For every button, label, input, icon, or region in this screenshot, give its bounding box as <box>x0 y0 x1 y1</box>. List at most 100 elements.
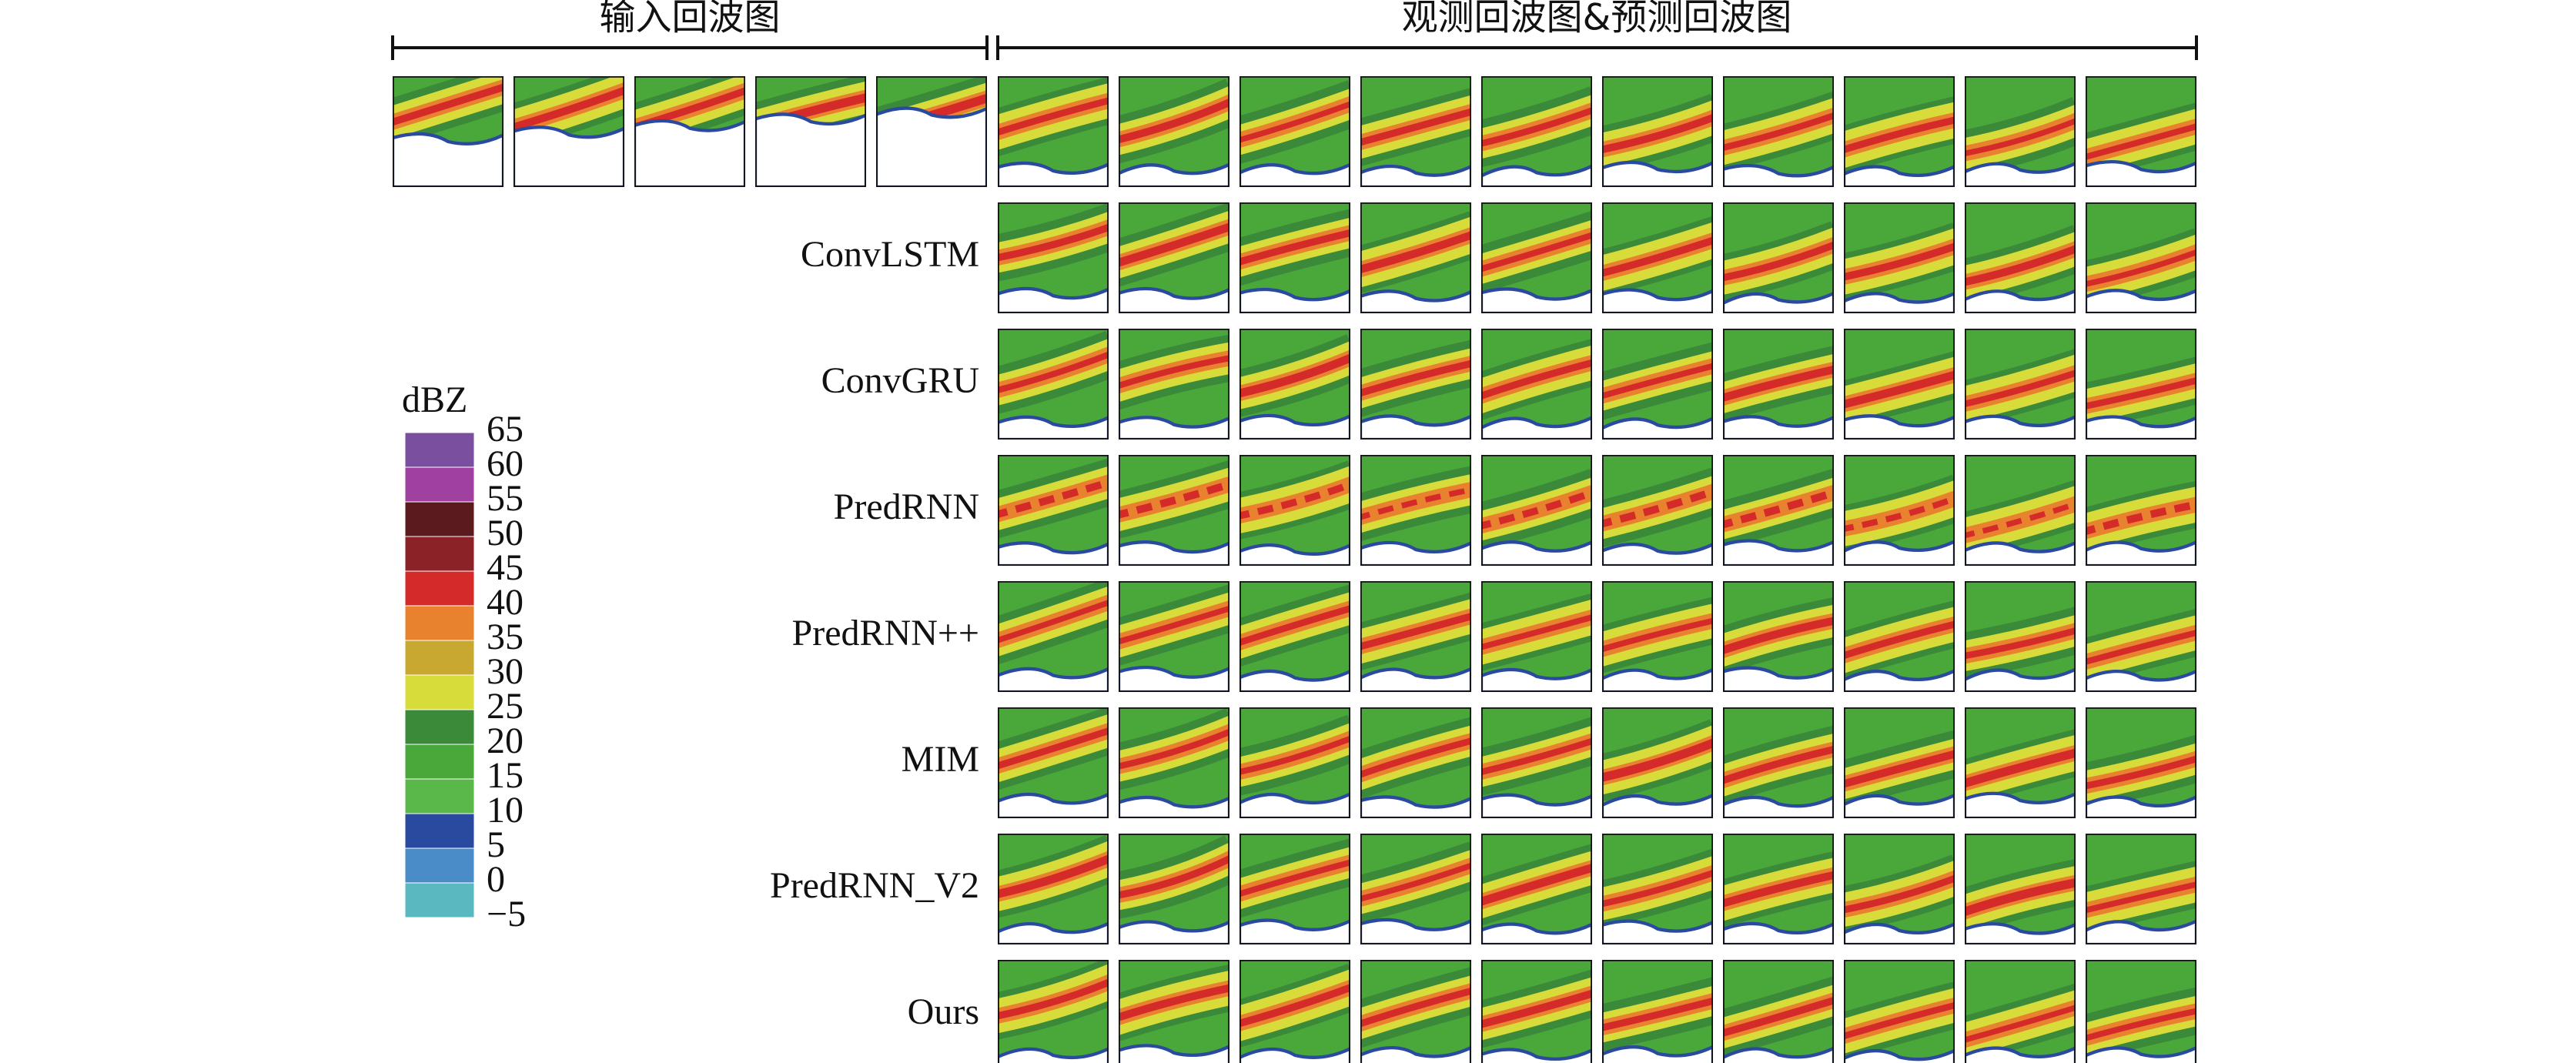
map-border <box>998 707 1109 818</box>
row-label: Ours <box>908 991 979 1032</box>
map-border <box>1965 707 2076 818</box>
radar-map <box>1844 329 1955 440</box>
echo-band <box>1360 612 1471 650</box>
radar-map <box>1602 834 1713 944</box>
echo-band <box>1239 480 1350 520</box>
echo-band <box>514 86 624 132</box>
echo-band <box>1360 737 1471 778</box>
coast <box>1844 793 1955 818</box>
radar-map <box>1723 581 1834 692</box>
map-border <box>1360 202 1471 313</box>
coast <box>1723 666 1834 692</box>
echo-band <box>1119 728 1229 770</box>
coast <box>1723 164 1834 187</box>
echo-band <box>1602 997 1713 1031</box>
radar-map <box>1119 581 1229 692</box>
radar-map <box>393 76 503 187</box>
colorbar-unit: dBZ <box>402 379 467 420</box>
colorbar-swatch <box>404 744 475 780</box>
radar-map <box>2086 707 2196 818</box>
map-border <box>755 76 866 187</box>
echo-band <box>1119 98 1229 144</box>
map-border <box>1723 834 1834 944</box>
colorbar-swatch <box>404 536 475 572</box>
map-border <box>1360 455 1471 566</box>
radar-map <box>1723 202 1834 313</box>
coast <box>1602 919 1713 944</box>
radar-map <box>1119 960 1229 1063</box>
echo-band <box>2086 881 2196 914</box>
radar-map <box>1239 76 1350 187</box>
echo-band <box>1239 605 1350 647</box>
coast <box>1844 291 1955 313</box>
map-border <box>1965 834 2076 944</box>
map-border <box>1119 329 1229 440</box>
map-border <box>1481 707 1592 818</box>
map-border <box>1844 76 1955 187</box>
echo-band <box>1965 1005 2076 1043</box>
radar-map <box>634 76 745 187</box>
map-border <box>1602 707 1713 818</box>
map-border <box>1602 76 1713 187</box>
radar-map <box>755 76 866 187</box>
coast <box>2086 794 2196 818</box>
coast <box>2086 540 2196 566</box>
coast <box>1602 288 1713 313</box>
map-border <box>1239 329 1350 440</box>
echo-band <box>1844 495 1955 532</box>
map-border <box>1360 707 1471 818</box>
map-border <box>514 76 624 187</box>
coast <box>1965 791 2076 818</box>
map-border <box>1360 960 1471 1063</box>
map-border <box>998 202 1109 313</box>
coast <box>1239 669 1350 692</box>
echo-band <box>1723 871 1834 908</box>
echo-band <box>1481 107 1592 147</box>
coast <box>1239 413 1350 440</box>
output-label: 观测回波图&预测回波图 <box>1402 0 1792 39</box>
map-border <box>1723 581 1834 692</box>
map-border <box>393 76 503 187</box>
coast <box>1360 667 1471 692</box>
radar-map <box>998 960 1109 1063</box>
echo-band <box>1119 222 1229 267</box>
radar-map <box>1360 329 1471 440</box>
map-border <box>1723 76 1834 187</box>
echo-band <box>1119 605 1229 645</box>
colorbar-tick-label: 65 <box>487 409 524 450</box>
colorbar-tick-label: 45 <box>487 547 524 588</box>
map-border <box>1119 455 1229 566</box>
coast <box>1844 668 1955 692</box>
radar-map <box>1119 834 1229 944</box>
coast <box>2086 415 2196 440</box>
map-border <box>2086 960 2196 1063</box>
radar-map <box>1239 960 1350 1063</box>
radar-map <box>1965 76 2076 187</box>
coast <box>876 106 987 187</box>
coast <box>998 792 1109 818</box>
map-border <box>998 76 1109 187</box>
radar-map <box>1360 581 1471 692</box>
echo-band <box>1481 989 1592 1028</box>
echo-band <box>1723 112 1834 152</box>
radar-map <box>1723 329 1834 440</box>
coast <box>1239 543 1350 566</box>
echo-band <box>1723 365 1834 403</box>
coast <box>1481 416 1592 440</box>
map-border <box>1602 202 1713 313</box>
coast <box>1119 1044 1229 1063</box>
radar-map <box>2086 581 2196 692</box>
echo-band <box>1602 236 1713 277</box>
coast <box>998 415 1109 440</box>
echo-band <box>1239 353 1350 398</box>
coast <box>1119 795 1229 818</box>
radar-map <box>1844 834 1955 944</box>
colorbar-tick-label: 15 <box>487 755 524 796</box>
coast <box>1360 414 1471 440</box>
echo-band <box>1481 489 1592 530</box>
echo-band <box>998 978 1109 1020</box>
echo-band <box>1723 617 1834 655</box>
radar-map <box>1965 581 2076 692</box>
echo-band <box>1844 750 1955 788</box>
coast <box>1360 918 1471 944</box>
